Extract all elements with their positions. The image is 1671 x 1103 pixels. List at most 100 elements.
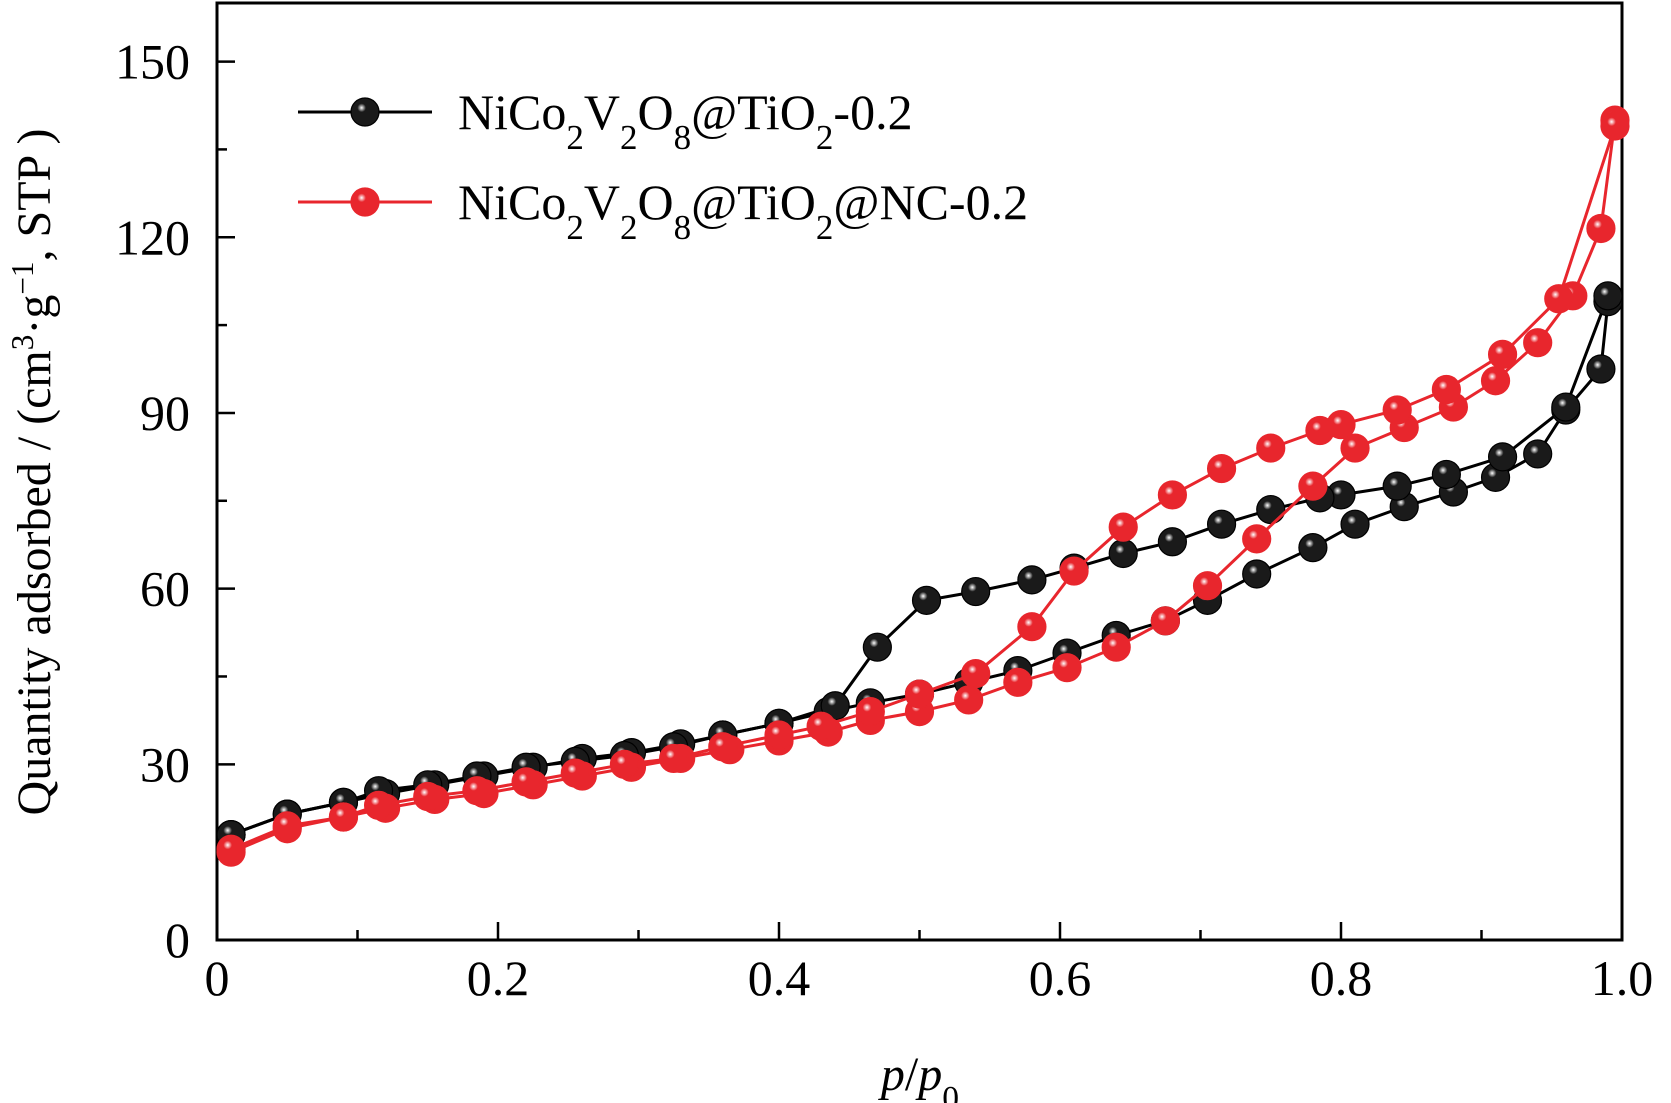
data-point [1340, 509, 1370, 539]
x-axis-label: p/p0 [878, 1048, 959, 1103]
label-part: 8 [674, 208, 692, 247]
y-tick-label: 0 [165, 912, 190, 968]
data-point [413, 781, 443, 812]
label-part: p [915, 1048, 942, 1101]
label-part: 2 [620, 208, 638, 247]
label-part: 2 [566, 208, 584, 247]
label-part: -0.2 [833, 84, 912, 140]
label-part: / [905, 1048, 919, 1101]
label-part: 8 [674, 118, 692, 157]
data-point [560, 758, 590, 788]
label-part: @NC-0.2 [833, 174, 1028, 230]
label-part: @TiO [691, 174, 816, 230]
data-point [462, 776, 492, 806]
label-part: NiCo [458, 174, 566, 230]
data-point [708, 732, 738, 762]
data-point [609, 749, 640, 779]
data-point [1003, 667, 1033, 697]
data-point [1340, 433, 1370, 463]
y-tick-label: 60 [140, 561, 190, 617]
data-point [1551, 392, 1581, 422]
label-part: 0 [942, 1080, 959, 1103]
label-part: O [637, 174, 673, 230]
legend-marker [350, 97, 380, 127]
data-point [1382, 471, 1412, 501]
label-part: 2 [620, 118, 638, 157]
y-tick-label: 30 [140, 736, 190, 792]
data-point [1487, 442, 1518, 472]
data-point [1431, 374, 1461, 405]
label-part: , STP ) [8, 129, 61, 262]
data-point [1192, 571, 1223, 601]
data-point [1298, 471, 1328, 501]
data-point [1431, 459, 1461, 490]
label-part: Quantity adsorbed / (cm [8, 350, 61, 815]
label-part: V [584, 84, 620, 140]
data-point [1305, 415, 1335, 446]
data-point [659, 743, 689, 774]
data-point [1150, 606, 1180, 636]
data-point [1206, 509, 1237, 539]
adsorption-line [230, 301, 1610, 837]
data-point [1206, 453, 1237, 484]
y-tick-label: 120 [115, 209, 190, 265]
legend-marker [350, 187, 380, 217]
label-part: @TiO [691, 84, 816, 140]
data-point [1059, 556, 1089, 586]
label-part: 2 [816, 118, 834, 157]
data-point [1600, 111, 1630, 141]
data-point [862, 632, 892, 662]
label-part: −1 [5, 261, 40, 294]
label-part: 3 [5, 335, 40, 351]
label-part: NiCo [458, 84, 566, 140]
data-point [1256, 494, 1286, 525]
legend-label: NiCo2V2O8@TiO2@NC-0.2 [458, 174, 1028, 247]
data-point [961, 658, 991, 689]
data-point [1586, 354, 1616, 384]
data-point [954, 685, 984, 715]
data-point [855, 697, 885, 727]
data-point [1382, 395, 1412, 425]
data-point [1523, 328, 1553, 358]
data-point [1157, 527, 1188, 557]
data-point [216, 834, 246, 864]
series-0 [216, 281, 1623, 850]
data-point [1544, 284, 1574, 314]
data-point [904, 679, 935, 709]
data-point [1523, 439, 1553, 469]
data-point [1157, 480, 1188, 510]
data-point [1487, 339, 1518, 369]
data-point [911, 585, 942, 615]
label-part: p [878, 1048, 905, 1101]
tick-labels: 0 0.2 0.4 0.6 0.8 1.0 0 30 60 90 120 150 [115, 34, 1653, 1006]
data-point [1256, 433, 1286, 463]
data-point [1108, 538, 1138, 569]
data-point [1052, 653, 1082, 683]
data-point [1480, 366, 1511, 396]
label-part: V [584, 174, 620, 230]
data-point [1242, 559, 1272, 589]
label-part: 2 [816, 208, 834, 247]
x-tick-label: 0.6 [1029, 950, 1092, 1006]
y-tick-label: 150 [115, 34, 190, 90]
desorption-line [230, 295, 1610, 837]
data-point [328, 802, 359, 832]
data-point [806, 711, 836, 741]
label-part: O [637, 84, 673, 140]
x-tick-label: 0.2 [467, 950, 530, 1006]
data-point [1017, 612, 1047, 642]
series-1 [216, 105, 1630, 867]
legend-label: NiCo2V2O8@TiO2-0.2 [458, 84, 913, 157]
data-point [363, 790, 394, 820]
data-point [511, 767, 541, 797]
data-point [1586, 213, 1616, 244]
data-point [1017, 565, 1047, 595]
y-tick-label: 90 [140, 385, 190, 441]
label-part: ·g [8, 295, 61, 335]
data-point [1593, 281, 1623, 311]
x-tick-label: 0 [205, 950, 230, 1006]
data-point [961, 576, 991, 607]
x-tick-label: 0.8 [1310, 950, 1373, 1006]
